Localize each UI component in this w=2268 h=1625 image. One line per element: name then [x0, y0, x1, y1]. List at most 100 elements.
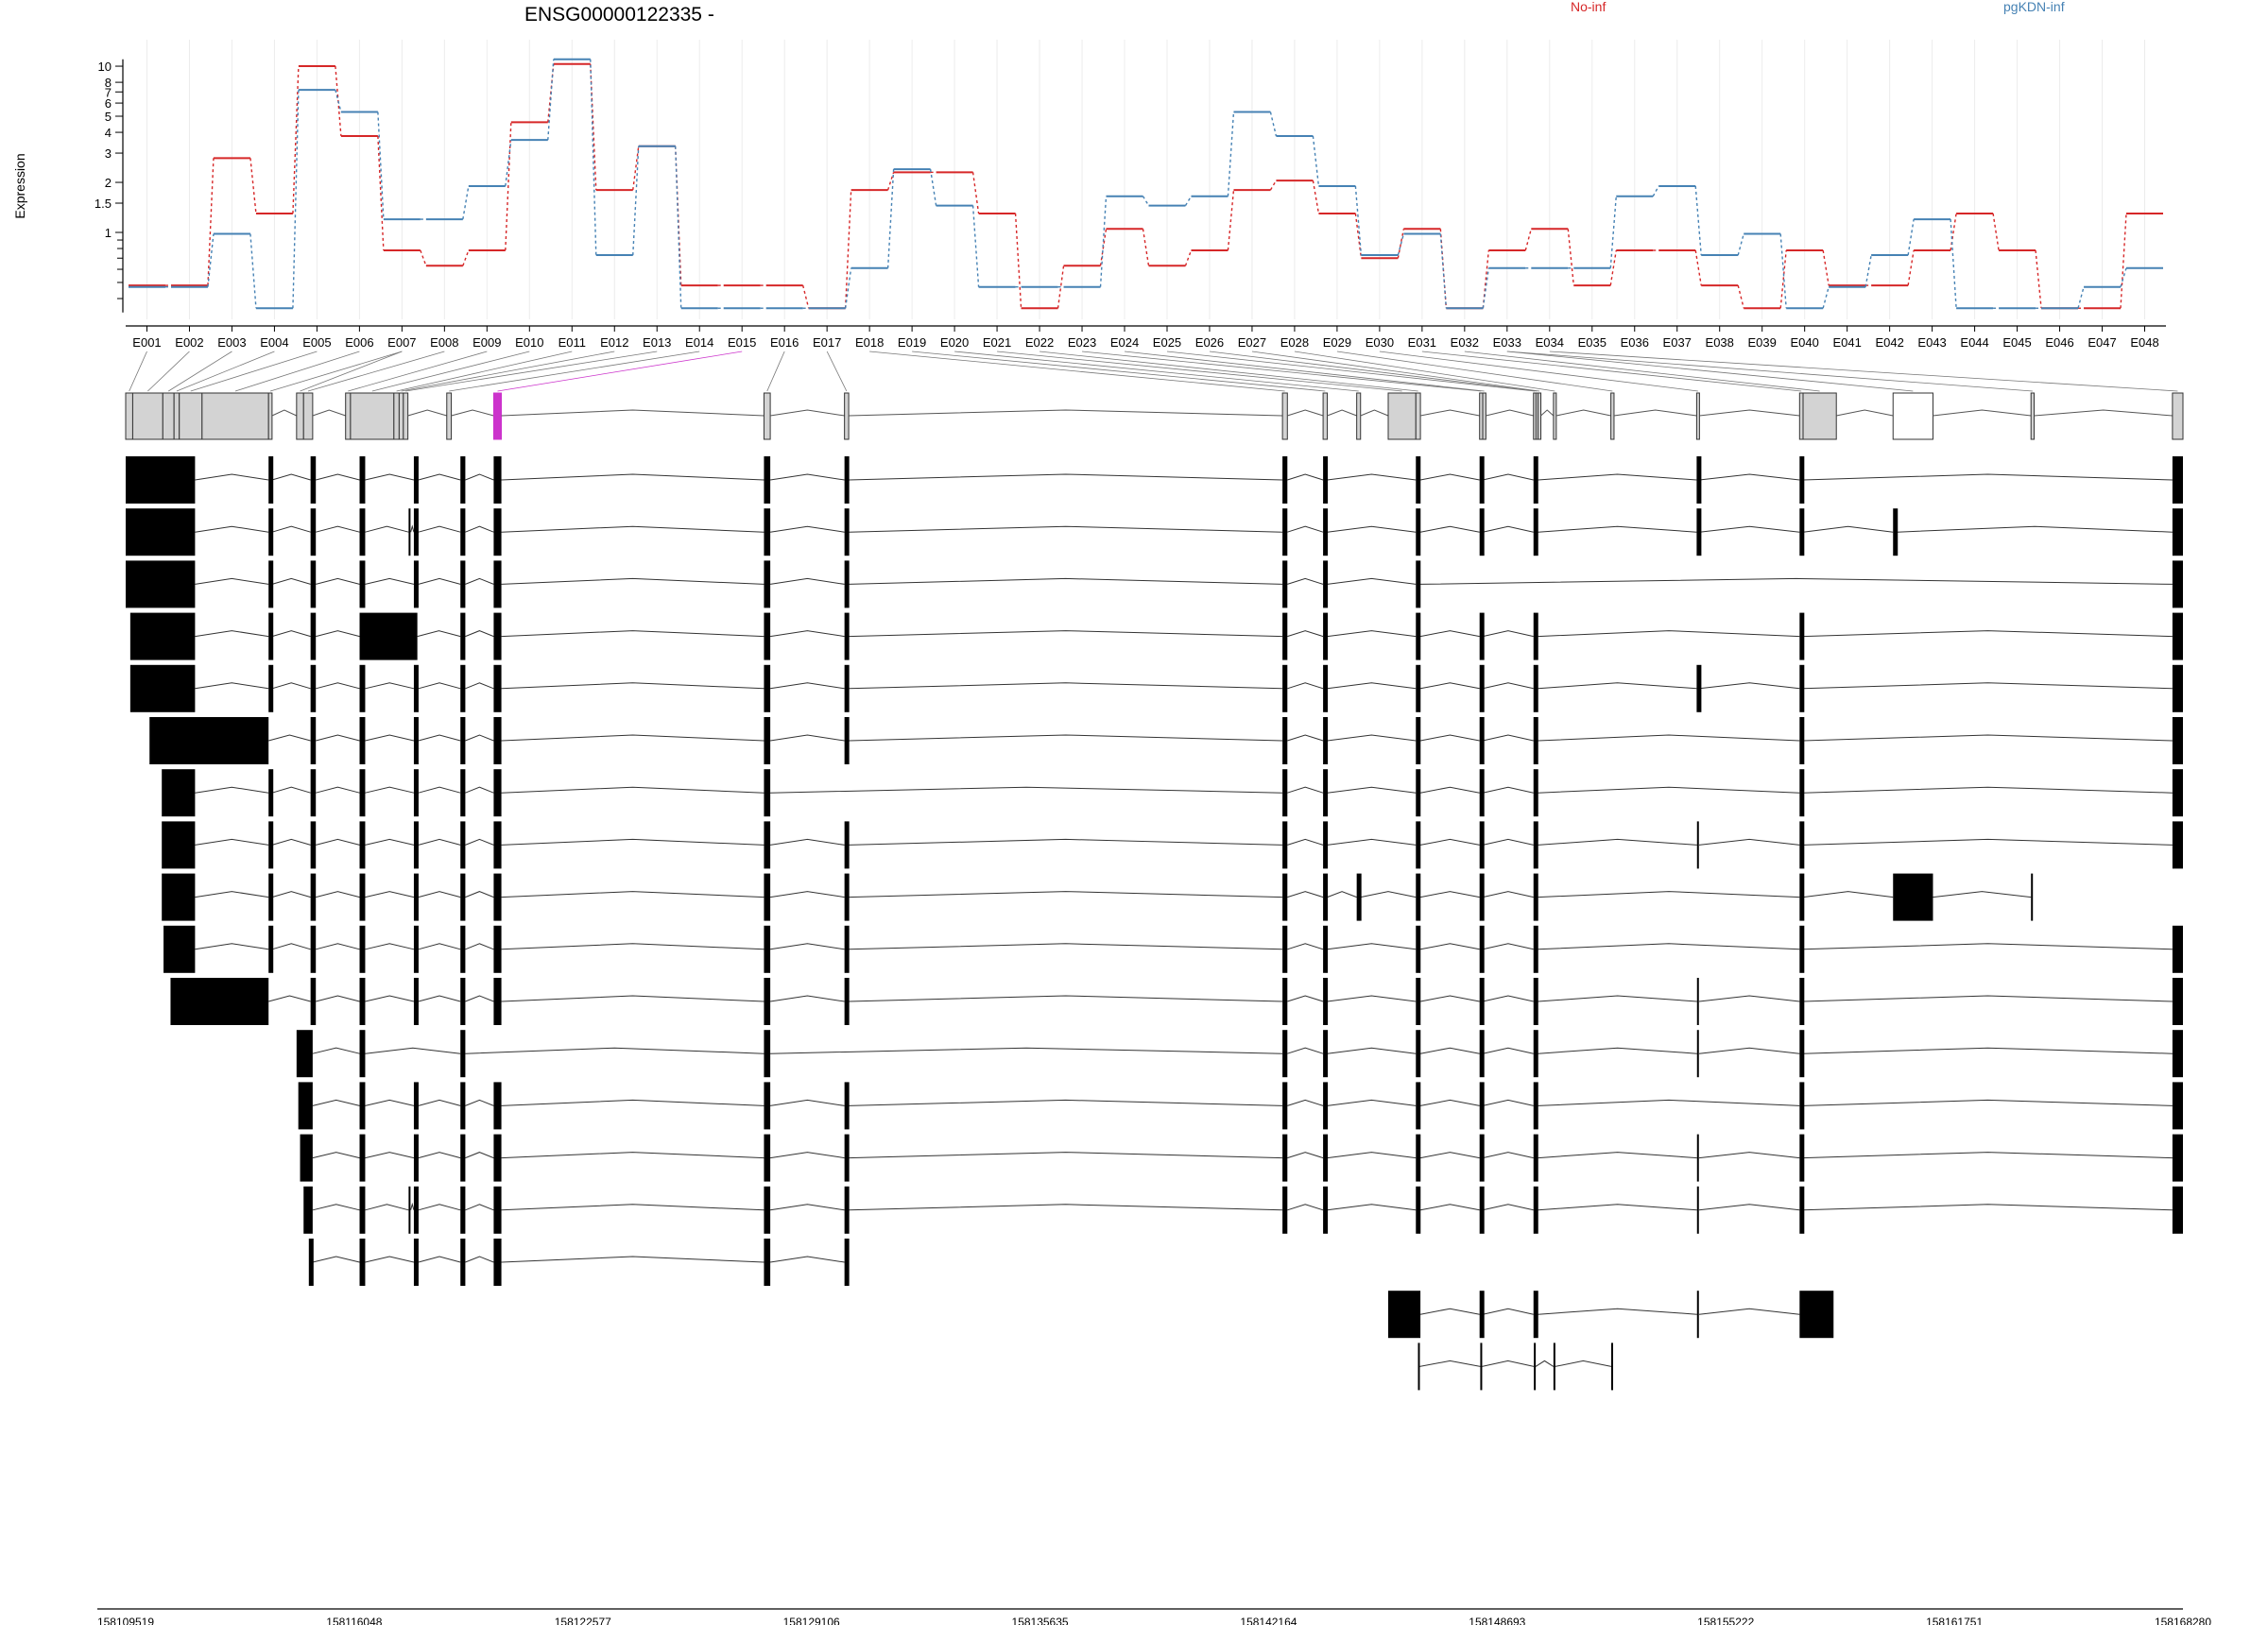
- transcript-exon: [460, 1239, 466, 1286]
- intron: [195, 577, 269, 585]
- step-No-inf: [1184, 249, 1193, 266]
- transcript-exon: [1893, 508, 1899, 556]
- transcript-exon: [1533, 873, 1538, 921]
- step-No-inf: [1694, 249, 1702, 286]
- y-tick-label: 6: [105, 96, 112, 111]
- intron: [770, 473, 845, 481]
- transcript-exon: [1799, 769, 1805, 817]
- transcript-exon: [460, 1082, 466, 1130]
- model-intron: [770, 409, 845, 417]
- transcript-exon: [268, 456, 274, 504]
- legend-no-inf: No-inf: [1571, 0, 1606, 14]
- exon-label-E047: E047: [2088, 335, 2116, 350]
- transcript-exon: [1416, 1082, 1421, 1130]
- transcript-exon: [1416, 612, 1421, 660]
- transcript-exon-thin: [2031, 873, 2034, 921]
- intron: [501, 838, 765, 846]
- model-exon-bin: [350, 392, 395, 440]
- intron: [770, 682, 845, 690]
- transcript-exon: [1799, 925, 1805, 973]
- transcript-exon: [1799, 664, 1805, 712]
- intron: [1287, 786, 1324, 794]
- intron: [1327, 1047, 1417, 1054]
- transcript-exon: [1479, 873, 1485, 921]
- exon-label-E033: E033: [1493, 335, 1521, 350]
- step-pgKDN-inf: [292, 90, 300, 309]
- intron: [365, 734, 415, 742]
- intron: [849, 682, 1283, 690]
- transcript-exon: [493, 925, 502, 973]
- transcript-exon-thin: [1418, 1343, 1420, 1391]
- exon-connector: [1421, 351, 1802, 392]
- intron: [1698, 838, 1800, 846]
- transcript-exon: [1799, 456, 1805, 504]
- step-pgKDN-inf: [1950, 219, 1957, 309]
- exon-axis: E001 E002 E003 E004 E005 E006 E007 E008 E009 E010…: [126, 325, 2166, 350]
- exon-connector: [348, 351, 488, 392]
- intron: [770, 1204, 845, 1211]
- step-pgKDN-inf: [2077, 286, 2085, 309]
- intron: [1327, 786, 1417, 794]
- intron: [1327, 838, 1417, 846]
- step-pgKDN-inf: [547, 59, 555, 141]
- intron: [465, 1256, 494, 1263]
- step-pgKDN-inf: [1269, 111, 1278, 137]
- exon-label-E023: E023: [1068, 335, 1096, 350]
- transcript-exon: [268, 664, 274, 712]
- intron: [1803, 473, 2173, 481]
- model-exon-bin: [1798, 392, 1804, 440]
- intron: [770, 734, 845, 742]
- intron: [1698, 1308, 1800, 1315]
- intron: [312, 1204, 360, 1211]
- model-exon-bin: [446, 392, 453, 440]
- transcript-models: [126, 456, 2183, 1391]
- intron: [418, 473, 461, 481]
- exon-label-E040: E040: [1790, 335, 1818, 350]
- step-pgKDN-inf: [1779, 233, 1787, 309]
- intron: [1482, 473, 1534, 481]
- intron: [1419, 734, 1480, 742]
- transcript-exon: [2172, 925, 2183, 973]
- transcript-exon: [1416, 560, 1421, 608]
- transcript-exon: [1416, 769, 1421, 817]
- transcript-exon: [493, 978, 502, 1025]
- exon-connector: [234, 351, 360, 392]
- model-exon-bin: [302, 392, 314, 440]
- intron: [1803, 838, 2173, 846]
- exon-label-E001: E001: [132, 335, 161, 350]
- intron: [1482, 734, 1534, 742]
- chart-title: ENSG00000122335 -: [524, 4, 714, 26]
- intron: [1538, 838, 1697, 846]
- transcript-exon: [764, 821, 771, 869]
- intron: [1803, 630, 2173, 638]
- exon-label-E045: E045: [2002, 335, 2031, 350]
- exon-label-E041: E041: [1832, 335, 1861, 350]
- intron: [1482, 995, 1534, 1002]
- transcript-exon: [493, 873, 502, 921]
- exon-connector: [300, 351, 403, 392]
- exon-connector: [1124, 351, 1485, 392]
- intron: [1482, 943, 1534, 950]
- step-No-inf: [462, 249, 470, 266]
- intron: [1419, 786, 1480, 794]
- intron: [770, 630, 845, 638]
- intron: [1803, 734, 2173, 742]
- transcript-exon: [413, 508, 419, 556]
- step-pgKDN-inf: [1694, 185, 1702, 256]
- intron: [465, 577, 494, 585]
- intron: [770, 525, 845, 533]
- transcript-exon-thin: [1553, 1343, 1555, 1391]
- step-No-inf: [1524, 229, 1532, 251]
- transcript-exon: [1282, 1186, 1288, 1234]
- intron: [1482, 891, 1534, 898]
- transcript-exon: [1323, 821, 1329, 869]
- model-exon-bin: [201, 392, 269, 440]
- model-exon-bin: [398, 392, 404, 440]
- transcript-exon: [268, 560, 274, 608]
- intron: [501, 682, 765, 690]
- intron: [1699, 473, 1800, 481]
- transcript-exon: [359, 664, 366, 712]
- exon-connector: [1464, 351, 1820, 392]
- transcript-exon: [1696, 508, 1702, 556]
- intron: [501, 1256, 765, 1263]
